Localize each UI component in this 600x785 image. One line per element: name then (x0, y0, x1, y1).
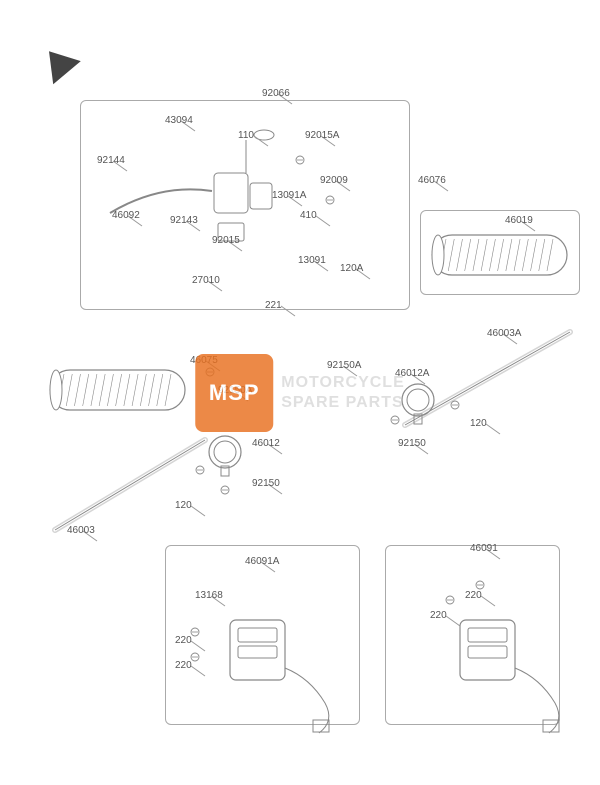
part-label: 46091A (245, 556, 279, 567)
part-label: 220 (430, 610, 447, 621)
part-label: 92144 (97, 155, 125, 166)
part-label: 92066 (262, 88, 290, 99)
part-label: 92150 (252, 478, 280, 489)
part-label: 46003 (67, 525, 95, 536)
part-label: 46091 (470, 543, 498, 554)
part-label: 13091A (272, 190, 306, 201)
part-label: 120A (340, 263, 363, 274)
part-label: 46092 (112, 210, 140, 221)
part-label: 92009 (320, 175, 348, 186)
part-label: 120 (175, 500, 192, 511)
part-label: 46003A (487, 328, 521, 339)
diagram-svg (0, 0, 600, 785)
part-label: 120 (470, 418, 487, 429)
part-label: 220 (465, 590, 482, 601)
part-label: 46012A (395, 368, 429, 379)
part-label: 92015A (305, 130, 339, 141)
part-label: 46019 (505, 215, 533, 226)
part-label: 13168 (195, 590, 223, 601)
part-label: 110 (238, 130, 254, 141)
part-label: 27010 (192, 275, 220, 286)
part-label: 92150A (218, 385, 252, 396)
part-label: 220 (175, 660, 192, 671)
part-label: 46076 (418, 175, 446, 186)
part-label: 410 (300, 210, 317, 221)
part-label: 13091 (298, 255, 326, 266)
part-label: 92150 (398, 438, 426, 449)
part-label: 92015 (212, 235, 240, 246)
part-label: 220 (175, 635, 192, 646)
part-label: 43094 (165, 115, 193, 126)
part-label: 221 (265, 300, 282, 311)
part-label: 46012 (252, 438, 280, 449)
part-label: 92150A (327, 360, 361, 371)
part-label: 92143 (170, 215, 198, 226)
part-label: 46075 (190, 355, 218, 366)
